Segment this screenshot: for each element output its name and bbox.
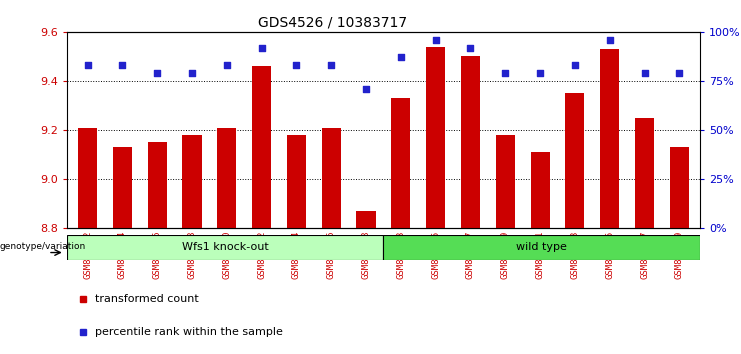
Bar xyxy=(531,152,550,228)
Bar xyxy=(496,135,515,228)
Bar xyxy=(384,235,700,260)
Bar xyxy=(635,118,654,228)
Text: genotype/variation: genotype/variation xyxy=(0,242,86,251)
Point xyxy=(360,86,372,92)
Point xyxy=(221,62,233,68)
Point xyxy=(499,70,511,76)
Bar xyxy=(391,98,411,228)
Bar xyxy=(287,135,306,228)
Text: Wfs1 knock-out: Wfs1 knock-out xyxy=(182,242,268,252)
Title: GDS4526 / 10383717: GDS4526 / 10383717 xyxy=(258,15,408,29)
Point xyxy=(674,70,685,76)
Bar xyxy=(461,56,480,228)
Bar xyxy=(113,147,132,228)
Point xyxy=(465,45,476,50)
Point xyxy=(290,62,302,68)
Point xyxy=(186,70,198,76)
Point xyxy=(256,45,268,50)
Point xyxy=(569,62,581,68)
Point xyxy=(395,55,407,60)
Point xyxy=(325,62,337,68)
Bar xyxy=(356,211,376,228)
Text: transformed count: transformed count xyxy=(95,295,199,304)
Point xyxy=(604,37,616,42)
Point xyxy=(116,62,128,68)
Point xyxy=(534,70,546,76)
Point xyxy=(151,70,163,76)
Point xyxy=(430,37,442,42)
Bar xyxy=(78,128,97,228)
Bar xyxy=(322,128,341,228)
Text: wild type: wild type xyxy=(516,242,568,252)
Bar xyxy=(217,128,236,228)
Bar xyxy=(426,47,445,228)
Bar xyxy=(670,147,689,228)
Bar xyxy=(565,93,585,228)
Point xyxy=(82,62,93,68)
Bar xyxy=(252,66,271,228)
Text: percentile rank within the sample: percentile rank within the sample xyxy=(95,327,283,337)
Bar xyxy=(182,135,202,228)
Bar xyxy=(67,235,384,260)
Point xyxy=(639,70,651,76)
Bar xyxy=(600,49,619,228)
Bar xyxy=(147,142,167,228)
